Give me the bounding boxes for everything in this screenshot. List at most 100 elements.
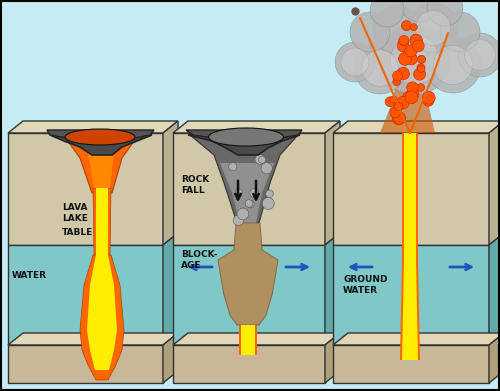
Circle shape xyxy=(423,95,434,106)
Circle shape xyxy=(394,112,406,124)
Circle shape xyxy=(378,0,408,1)
Circle shape xyxy=(403,91,413,102)
Polygon shape xyxy=(96,188,108,255)
Circle shape xyxy=(464,39,496,70)
Circle shape xyxy=(410,23,418,31)
Text: LAVA
LAKE: LAVA LAKE xyxy=(62,203,88,223)
Polygon shape xyxy=(489,333,500,383)
Polygon shape xyxy=(8,345,163,383)
Polygon shape xyxy=(333,333,500,345)
Polygon shape xyxy=(8,333,178,345)
Polygon shape xyxy=(173,121,340,133)
Circle shape xyxy=(390,107,400,118)
Circle shape xyxy=(245,200,253,207)
Circle shape xyxy=(407,82,418,93)
Circle shape xyxy=(400,38,408,46)
Polygon shape xyxy=(325,333,340,383)
Polygon shape xyxy=(380,38,435,133)
Polygon shape xyxy=(489,233,500,345)
Circle shape xyxy=(405,91,418,104)
Circle shape xyxy=(393,78,400,86)
Circle shape xyxy=(246,200,254,208)
Polygon shape xyxy=(190,135,298,223)
Polygon shape xyxy=(173,333,340,345)
Ellipse shape xyxy=(65,129,135,145)
Polygon shape xyxy=(400,260,420,360)
Circle shape xyxy=(417,64,425,72)
Circle shape xyxy=(250,188,259,197)
Circle shape xyxy=(399,36,409,45)
Circle shape xyxy=(424,0,456,1)
Circle shape xyxy=(458,33,500,77)
Polygon shape xyxy=(489,121,500,245)
Polygon shape xyxy=(62,133,140,193)
Circle shape xyxy=(412,34,420,41)
Circle shape xyxy=(390,96,397,103)
Circle shape xyxy=(412,40,424,52)
Circle shape xyxy=(335,42,375,82)
Polygon shape xyxy=(8,245,163,345)
Text: GROUND
WATER: GROUND WATER xyxy=(343,275,388,295)
Circle shape xyxy=(234,215,244,226)
Polygon shape xyxy=(173,245,325,345)
Polygon shape xyxy=(241,325,255,355)
Circle shape xyxy=(398,52,411,65)
Polygon shape xyxy=(163,121,178,245)
Circle shape xyxy=(405,45,417,57)
Polygon shape xyxy=(333,133,489,245)
Text: WATER: WATER xyxy=(12,271,47,280)
Circle shape xyxy=(418,65,424,72)
Circle shape xyxy=(362,50,398,86)
Circle shape xyxy=(385,97,395,107)
Circle shape xyxy=(390,36,440,84)
Circle shape xyxy=(422,91,435,104)
Circle shape xyxy=(417,84,424,91)
Polygon shape xyxy=(333,121,500,133)
Circle shape xyxy=(427,0,463,26)
Circle shape xyxy=(394,102,403,111)
Circle shape xyxy=(228,163,237,171)
Circle shape xyxy=(406,53,417,65)
Circle shape xyxy=(418,55,426,63)
Circle shape xyxy=(237,208,249,220)
Circle shape xyxy=(408,3,458,53)
Circle shape xyxy=(416,11,450,45)
Polygon shape xyxy=(188,135,300,155)
Circle shape xyxy=(373,6,421,54)
Polygon shape xyxy=(93,188,111,255)
Polygon shape xyxy=(402,133,418,260)
Circle shape xyxy=(411,34,420,44)
Circle shape xyxy=(397,96,409,109)
Circle shape xyxy=(255,154,265,164)
Circle shape xyxy=(397,40,408,52)
Text: BLOCK-
AGE: BLOCK- AGE xyxy=(181,250,218,270)
Circle shape xyxy=(398,37,409,47)
Circle shape xyxy=(354,42,406,94)
Circle shape xyxy=(425,37,481,93)
Polygon shape xyxy=(50,135,152,155)
Circle shape xyxy=(261,163,272,174)
Ellipse shape xyxy=(208,128,284,146)
Circle shape xyxy=(410,34,422,47)
Circle shape xyxy=(380,25,450,95)
Polygon shape xyxy=(402,260,418,360)
Circle shape xyxy=(397,67,409,80)
Circle shape xyxy=(407,88,419,100)
Circle shape xyxy=(266,190,274,197)
Circle shape xyxy=(258,156,266,163)
Circle shape xyxy=(341,48,369,76)
Circle shape xyxy=(392,71,403,81)
Text: TABLE: TABLE xyxy=(62,228,93,237)
Polygon shape xyxy=(186,130,302,140)
Circle shape xyxy=(434,45,472,84)
Polygon shape xyxy=(8,121,178,133)
Polygon shape xyxy=(47,130,154,140)
Circle shape xyxy=(392,112,405,125)
Polygon shape xyxy=(77,133,126,188)
Polygon shape xyxy=(404,133,416,260)
Polygon shape xyxy=(333,245,489,345)
Circle shape xyxy=(394,102,403,111)
Polygon shape xyxy=(163,233,178,345)
Polygon shape xyxy=(80,255,124,380)
Polygon shape xyxy=(87,255,117,370)
